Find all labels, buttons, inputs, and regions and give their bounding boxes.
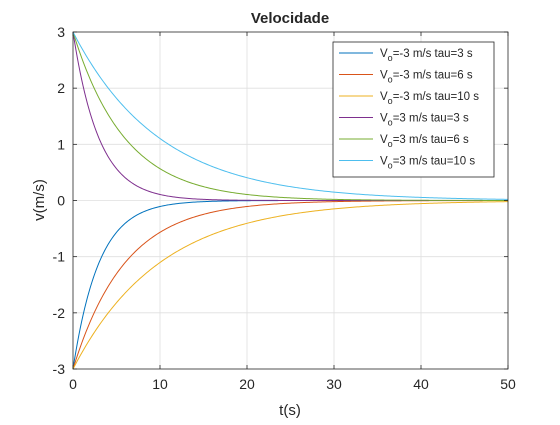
chart-title: Velocidade <box>251 10 329 27</box>
legend-box <box>332 41 495 178</box>
legend-entry-text: =3 m/s tau=3 s <box>393 113 469 125</box>
y-axis-label: v(m/s) <box>31 179 48 221</box>
x-tick-label: 10 <box>152 376 168 392</box>
x-tick-label: 50 <box>500 376 516 392</box>
x-tick-label: 40 <box>413 376 429 392</box>
y-tick-label: -3 <box>53 361 66 377</box>
legend-entry-subscript: o <box>388 75 393 85</box>
legend-entry-subscript: o <box>388 161 393 171</box>
series-line-6 <box>72 31 509 200</box>
series-line-5 <box>72 31 508 201</box>
legend-entry-text: =-3 m/s tau=3 s <box>393 48 473 60</box>
legend-entry-symbol: V <box>380 113 388 125</box>
x-tick-label: 20 <box>239 376 255 392</box>
legend-entry-symbol: V <box>380 70 388 82</box>
x-axis-label: t(s) <box>279 402 301 419</box>
series-line-3 <box>72 201 509 370</box>
legend-entry-symbol: V <box>380 48 388 60</box>
legend-entry-subscript: o <box>388 96 393 106</box>
legend-entry-5: Vo=3 m/s tau=6 s <box>380 134 469 149</box>
legend-entry-text: =-3 m/s tau=10 s <box>393 91 480 103</box>
y-tick-label: 2 <box>57 80 65 96</box>
y-tick-label: -1 <box>53 249 66 265</box>
tick-marks <box>72 31 509 370</box>
legend-entry-2: Vo=-3 m/s tau=6 s <box>380 70 473 85</box>
x-tick-label: 30 <box>326 376 342 392</box>
x-tick-label: 0 <box>69 376 77 392</box>
series-lines <box>72 31 509 370</box>
y-tick-label: 0 <box>57 193 65 209</box>
legend-entry-4: Vo=3 m/s tau=3 s <box>380 113 469 128</box>
legend: Vo=-3 m/s tau=3 sVo=-3 m/s tau=6 sVo=-3 … <box>332 41 495 178</box>
legend-entry-symbol: V <box>380 156 388 168</box>
y-tick-label: 3 <box>57 24 65 40</box>
legend-entry-subscript: o <box>388 139 393 149</box>
x-tick-labels: 0 10 20 30 40 50 <box>69 376 516 392</box>
legend-entry-symbol: V <box>380 134 388 146</box>
legend-entry-symbol: V <box>380 91 388 103</box>
y-tick-label: -2 <box>53 305 66 321</box>
y-tick-label: 1 <box>57 136 65 152</box>
legend-entry-1: Vo=-3 m/s tau=3 s <box>380 48 473 63</box>
legend-entry-6: Vo=3 m/s tau=10 s <box>380 156 475 171</box>
legend-entry-text: =3 m/s tau=6 s <box>393 134 469 146</box>
legend-entry-text: =3 m/s tau=10 s <box>393 156 476 168</box>
legend-entry-subscript: o <box>388 118 393 128</box>
legend-entry-text: =-3 m/s tau=6 s <box>393 70 473 82</box>
y-tick-labels: -3 -2 -1 0 1 2 3 <box>53 24 66 377</box>
legend-entry-subscript: o <box>388 53 393 63</box>
legend-entry-3: Vo=-3 m/s tau=10 s <box>380 91 479 106</box>
